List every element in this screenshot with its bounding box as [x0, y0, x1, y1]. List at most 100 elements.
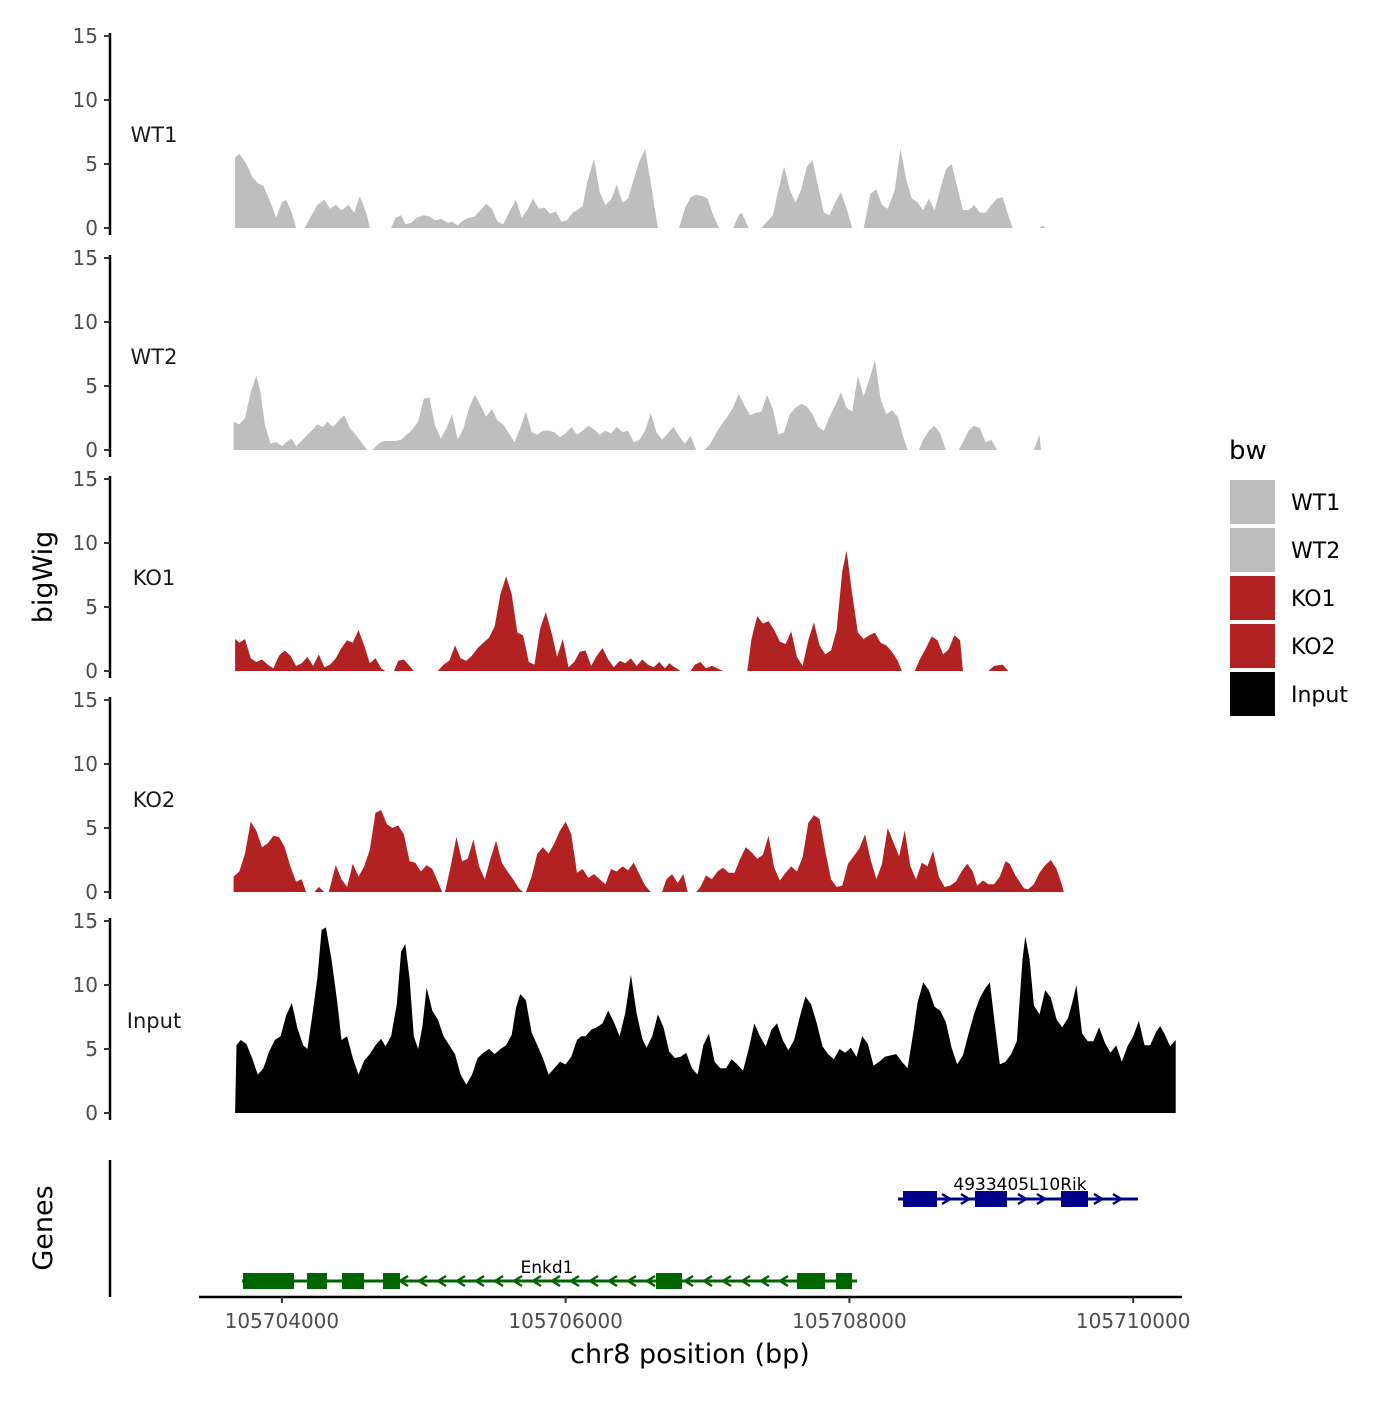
strand-arrow	[568, 1274, 580, 1288]
gene-exon	[836, 1273, 852, 1289]
y-tick-label: 15	[73, 909, 98, 933]
signal-area-wt1	[391, 148, 658, 228]
gene-label-4933405l10rik: 4933405L10Rik	[953, 1175, 1086, 1195]
y-tick-label: 5	[85, 816, 98, 840]
signal-area-ko1	[394, 659, 414, 671]
strand-arrow	[416, 1274, 428, 1288]
y-tick-label: 0	[85, 1101, 98, 1125]
strand-arrow	[492, 1274, 504, 1288]
strand-arrow	[606, 1274, 618, 1288]
legend-label-ko1: KO1	[1291, 587, 1336, 612]
strand-arrow	[1017, 1192, 1029, 1206]
strand-arrow	[397, 1274, 409, 1288]
y-tick-label: 10	[73, 973, 98, 997]
signal-area-wt2	[958, 425, 997, 450]
strand-arrow	[701, 1274, 713, 1288]
legend-label-input: Input	[1291, 683, 1348, 708]
x-tick-label: 105704000	[225, 1309, 340, 1333]
strand-arrow	[941, 1192, 953, 1206]
y-axis-title: bigWig	[28, 531, 59, 624]
track-label-input: Input	[127, 1009, 181, 1033]
track-label-ko2: KO2	[133, 788, 176, 812]
y-tick-label: 0	[85, 880, 98, 904]
signal-area-wt1	[1039, 225, 1046, 228]
y-tick-label: 15	[73, 246, 98, 270]
legend-label-wt2: WT2	[1291, 539, 1340, 564]
x-tick-label: 105708000	[792, 1309, 907, 1333]
strand-arrow	[682, 1274, 694, 1288]
gene-exon	[383, 1273, 400, 1289]
signal-area-ko2	[328, 810, 443, 892]
strand-arrow	[777, 1274, 789, 1288]
signal-area-wt2	[704, 360, 908, 450]
strand-arrow	[739, 1274, 751, 1288]
gene-exon	[307, 1273, 327, 1289]
signal-area-wt2	[233, 375, 367, 450]
y-tick-label: 15	[73, 467, 98, 491]
signal-area-wt2	[1033, 434, 1041, 450]
signal-area-wt1	[733, 212, 749, 228]
signal-area-ko1	[690, 662, 724, 671]
signal-area-ko1	[914, 635, 963, 671]
legend-swatch-wt1	[1230, 480, 1275, 524]
x-axis-title: chr8 position (bp)	[570, 1339, 810, 1370]
strand-arrow	[587, 1274, 599, 1288]
signal-area-wt2	[372, 395, 697, 450]
y-tick-label: 0	[85, 659, 98, 683]
signal-area-ko1	[235, 630, 386, 671]
strand-arrow	[720, 1274, 732, 1288]
gene-exon	[342, 1273, 364, 1289]
legend-label-wt1: WT1	[1291, 491, 1340, 516]
strand-arrow	[530, 1274, 542, 1288]
strand-arrow	[625, 1274, 637, 1288]
y-tick-label: 10	[73, 531, 98, 555]
signal-area-wt1	[304, 196, 370, 228]
strand-arrow	[960, 1192, 972, 1206]
legend-swatch-ko2	[1230, 624, 1275, 668]
strand-arrow	[511, 1274, 523, 1288]
gene-exon	[656, 1273, 682, 1289]
y-tick-label: 5	[85, 1037, 98, 1061]
signal-area-ko2	[696, 815, 1064, 892]
y-tick-label: 15	[73, 24, 98, 48]
y-tick-label: 5	[85, 374, 98, 398]
strand-arrow	[454, 1274, 466, 1288]
strand-arrow	[1093, 1192, 1105, 1206]
track-label-wt2: WT2	[131, 345, 178, 369]
y-tick-label: 10	[73, 752, 98, 776]
genes-panel-title: Genes	[28, 1185, 59, 1270]
signal-area-wt1	[679, 194, 719, 228]
signal-area-ko1	[437, 576, 681, 671]
legend-swatch-input	[1230, 672, 1275, 716]
x-tick-label: 105706000	[508, 1309, 623, 1333]
strand-arrow	[549, 1274, 561, 1288]
signal-area-ko1	[988, 664, 1009, 671]
signal-area-ko2	[445, 837, 524, 892]
gene-exon	[1061, 1191, 1088, 1207]
signal-area-input	[235, 927, 1176, 1113]
y-tick-label: 10	[73, 310, 98, 334]
gene-label-enkd1: Enkd1	[521, 1258, 574, 1278]
gene-exon	[903, 1191, 937, 1207]
strand-arrow	[1112, 1192, 1124, 1206]
legend-title: bw	[1229, 436, 1267, 466]
track-label-ko1: KO1	[133, 566, 176, 590]
gene-exon	[243, 1273, 294, 1289]
legend-swatch-wt2	[1230, 528, 1275, 572]
strand-arrow	[473, 1274, 485, 1288]
signal-area-ko2	[314, 886, 325, 892]
signal-area-ko2	[233, 821, 306, 892]
y-tick-label: 0	[85, 216, 98, 240]
y-tick-label: 5	[85, 595, 98, 619]
strand-arrow	[758, 1274, 770, 1288]
signal-area-wt1	[863, 148, 1013, 228]
strand-arrow	[644, 1274, 656, 1288]
signal-area-ko1	[747, 550, 902, 671]
legend-label-ko2: KO2	[1291, 635, 1336, 660]
strand-arrow	[1036, 1192, 1048, 1206]
signal-area-wt2	[918, 425, 946, 450]
x-tick-label: 105710000	[1076, 1309, 1191, 1333]
y-tick-label: 10	[73, 88, 98, 112]
